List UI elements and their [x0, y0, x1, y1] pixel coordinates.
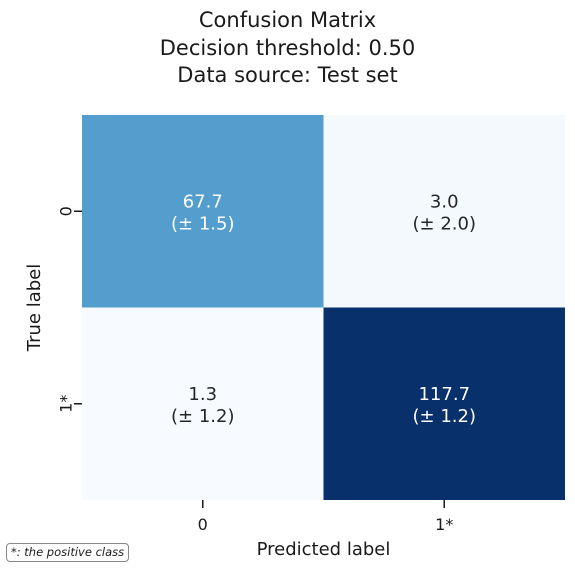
cell-value-r0-c0: 67.7 [183, 191, 223, 212]
chart-subtitle-source: Data source: Test set [177, 63, 398, 87]
positive-class-footnote: *: the positive class [6, 543, 130, 562]
x-tick-label-0: 0 [198, 515, 208, 534]
heatmap-cell-r0-c0 [82, 115, 324, 308]
x-tick-label-1: 1* [435, 515, 453, 534]
cell-value-r0-c1: 3.0 [430, 191, 459, 212]
cell-std-r1-c1: (± 1.2) [413, 406, 476, 427]
chart-subtitle-threshold: Decision threshold: 0.50 [159, 36, 416, 60]
heatmap-cell-r1-c1 [323, 307, 565, 500]
chart-title: Confusion Matrix [198, 8, 377, 32]
cell-value-r1-c0: 1.3 [188, 384, 217, 405]
x-axis-label: Predicted label [257, 539, 391, 560]
cell-std-r1-c0: (± 1.2) [171, 406, 234, 427]
y-tick-label-0: 0 [57, 206, 76, 216]
cell-std-r0-c1: (± 2.0) [413, 213, 476, 234]
heatmap-cell-r1-c0 [82, 307, 324, 500]
cell-std-r0-c0: (± 1.5) [171, 213, 234, 234]
y-axis-label: True label [24, 264, 45, 353]
heatmap-cell-r0-c1 [323, 115, 565, 308]
y-tick-label-1: 1* [57, 395, 76, 413]
cell-value-r1-c1: 117.7 [418, 384, 470, 405]
